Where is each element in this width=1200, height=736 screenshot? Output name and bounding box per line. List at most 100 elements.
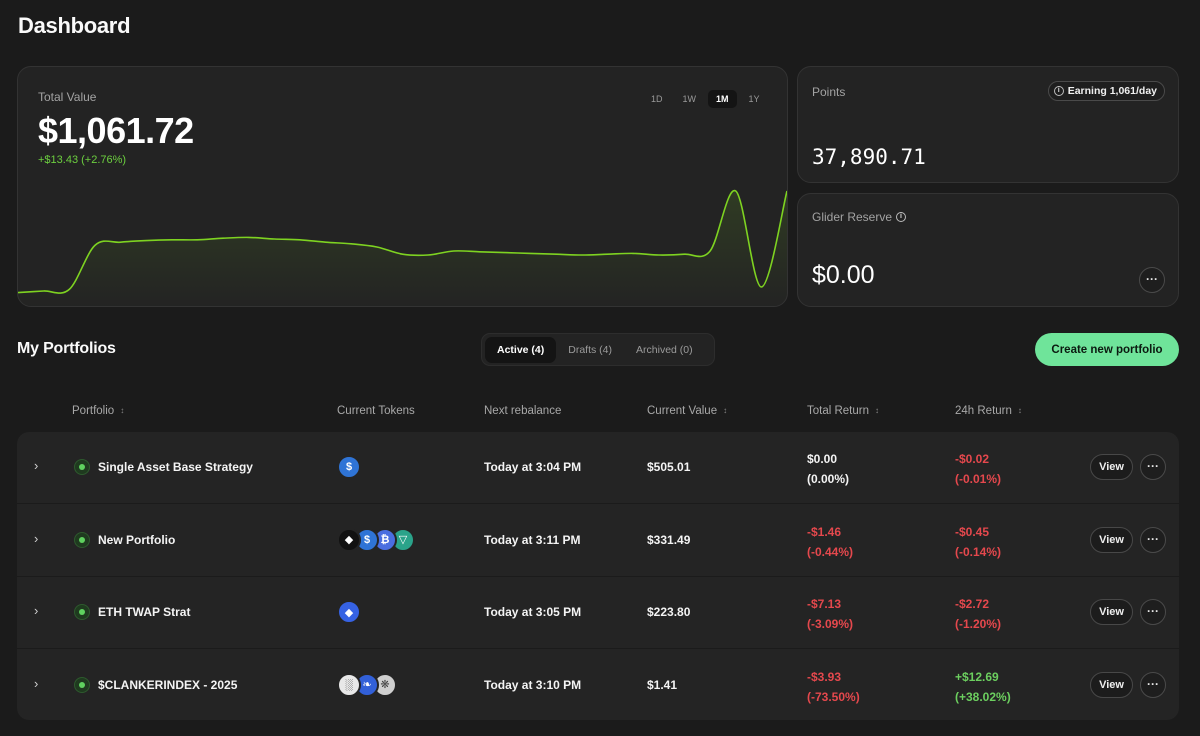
time-range-selector: 1D 1W 1M 1Y (643, 90, 768, 108)
portfolio-name[interactable]: ETH TWAP Strat (98, 605, 191, 619)
day-return-pct: (-1.20%) (955, 617, 1002, 631)
grid-token-icon: ░ (337, 672, 361, 697)
day-return: +$12.69 (+38.02%) (955, 667, 1011, 707)
next-rebalance: Today at 3:11 PM (484, 532, 581, 547)
next-rebalance: Today at 3:05 PM (484, 605, 582, 619)
reserve-label-wrap: Glider Reserve i (812, 210, 907, 224)
range-1y-button[interactable]: 1Y (748, 94, 760, 104)
portfolio-name[interactable]: Single Asset Base Strategy (98, 460, 253, 474)
view-button[interactable]: View (1090, 599, 1133, 625)
current-value: $331.49 (647, 532, 691, 547)
table-row[interactable]: › Single Asset Base Strategy $ Today at 3:0… (17, 432, 1179, 504)
row-more-button[interactable]: ··· (1140, 454, 1166, 480)
earning-badge: i Earning 1,061/day (1047, 81, 1165, 101)
total-return-pct: (-3.09%) (807, 617, 854, 631)
header-next-rebalance: Next rebalance (484, 405, 561, 417)
header-total-return-label: Total Return (807, 405, 870, 417)
earning-text: Earning 1,061/day (1067, 85, 1157, 97)
header-value-label: Current Value (647, 405, 718, 417)
total-return-amount: -$7.13 (807, 597, 842, 611)
header-total-return[interactable]: Total Return ↕ (807, 405, 879, 417)
total-return-amount: -$3.93 (807, 669, 842, 684)
header-next-label: Next rebalance (484, 405, 562, 417)
portfolio-name[interactable]: $CLANKERINDEX - 2025 (98, 677, 238, 692)
day-return-amount: -$2.72 (955, 597, 990, 611)
current-value: $505.01 (647, 460, 691, 474)
usdt-icon: ▽ (391, 527, 415, 552)
eth-icon: ◆ (337, 600, 361, 624)
total-return-pct: (-0.44%) (807, 544, 854, 559)
portfolio-name[interactable]: New Portfolio (98, 532, 176, 547)
reserve-value: $0.00 (812, 261, 875, 289)
glider-reserve-card: Glider Reserve i $0.00 ··· (797, 193, 1179, 307)
view-button[interactable]: View (1090, 671, 1133, 698)
points-card: Points i Earning 1,061/day 37,890.71 (797, 66, 1179, 183)
range-1w-button[interactable]: 1W (682, 94, 697, 104)
total-return-amount: $0.00 (807, 452, 838, 466)
total-value-card: Total Value $1,061.72 +$13.43 (+2.76%) 1… (17, 66, 788, 307)
status-active-icon (74, 459, 90, 475)
row-more-button[interactable]: ··· (1140, 599, 1166, 625)
status-active-icon (74, 604, 90, 620)
reserve-label: Glider Reserve (812, 210, 893, 224)
total-return-amount: -$1.46 (807, 524, 842, 539)
day-return: -$0.45 (-0.14%) (955, 522, 1001, 562)
total-return: -$3.93 (-73.50%) (807, 667, 860, 707)
day-return-amount: +$12.69 (955, 669, 999, 684)
day-return-amount: -$0.45 (955, 524, 990, 539)
reserve-more-button[interactable]: ··· (1139, 267, 1165, 293)
table-row[interactable]: › $CLANKERINDEX - 2025 ░ ❧ ❋ Today at 3:10 PM… (17, 650, 1179, 721)
expand-chevron-icon[interactable]: › (34, 603, 39, 618)
header-portfolio[interactable]: Portfolio ↕ (72, 405, 124, 417)
next-rebalance: Today at 3:10 PM (484, 677, 582, 692)
expand-chevron-icon[interactable]: › (34, 458, 39, 473)
usdc-icon: $ (337, 455, 361, 479)
portfolios-title: My Portfolios (17, 340, 116, 357)
points-value: 37,890.71 (812, 145, 926, 169)
info-icon: i (1053, 86, 1064, 96)
current-tokens: ◆ $ ₿ ▽ (337, 527, 415, 552)
page-title: Dashboard (18, 13, 131, 38)
header-24h-return[interactable]: 24h Return ↕ (955, 405, 1022, 417)
current-tokens: ░ ❧ ❋ (337, 672, 397, 697)
sort-icon: ↕ (723, 406, 728, 415)
table-row[interactable]: › New Portfolio ◆ $ ₿ ▽ Today at 3:11 PM $331.4… (17, 505, 1179, 577)
sort-icon: ↕ (875, 406, 880, 415)
tab-active[interactable]: Active (4) (485, 336, 557, 363)
next-rebalance: Today at 3:04 PM (484, 460, 582, 474)
day-return-amount: -$0.02 (955, 452, 990, 466)
info-icon[interactable]: i (896, 212, 907, 222)
view-button[interactable]: View (1090, 454, 1133, 480)
create-portfolio-button[interactable]: Create new portfolio (1035, 333, 1179, 366)
total-return: -$7.13 (-3.09%) (807, 594, 853, 634)
chart-series-line (18, 190, 787, 294)
points-label: Points (812, 85, 846, 99)
view-button[interactable]: View (1090, 526, 1133, 553)
row-more-button[interactable]: ··· (1140, 671, 1166, 698)
header-portfolio-label: Portfolio (72, 405, 115, 417)
current-value: $1.41 (647, 677, 678, 692)
header-current-value[interactable]: Current Value ↕ (647, 405, 727, 417)
portfolio-tabs: Active (4) Drafts (4) Archived (0) (481, 333, 715, 366)
sort-icon: ↕ (1017, 406, 1022, 415)
current-tokens: ◆ (337, 600, 361, 624)
expand-chevron-icon[interactable]: › (34, 675, 39, 691)
day-return-pct: (-0.14%) (955, 544, 1002, 559)
header-tokens-label: Current Tokens (337, 405, 415, 417)
sort-icon: ↕ (120, 406, 125, 415)
eth-icon: ◆ (337, 527, 361, 552)
expand-chevron-icon[interactable]: › (34, 530, 39, 546)
total-return-pct: (-73.50%) (807, 689, 860, 704)
range-1d-button[interactable]: 1D (651, 94, 663, 104)
row-more-button[interactable]: ··· (1140, 526, 1166, 553)
status-active-icon (74, 676, 90, 693)
total-return: $0.00 (0.00%) (807, 449, 849, 489)
chart-area-fill (18, 190, 787, 306)
tab-drafts[interactable]: Drafts (4) (568, 343, 613, 356)
total-return-pct: (0.00%) (807, 472, 850, 486)
table-row[interactable]: › ETH TWAP Strat ◆ Today at 3:05 PM $223.80 -… (17, 577, 1179, 649)
tab-archived[interactable]: Archived (0) (636, 343, 693, 356)
range-1m-button[interactable]: 1M (708, 90, 737, 108)
total-value-label: Total Value (38, 90, 97, 104)
current-tokens: $ (337, 455, 361, 479)
